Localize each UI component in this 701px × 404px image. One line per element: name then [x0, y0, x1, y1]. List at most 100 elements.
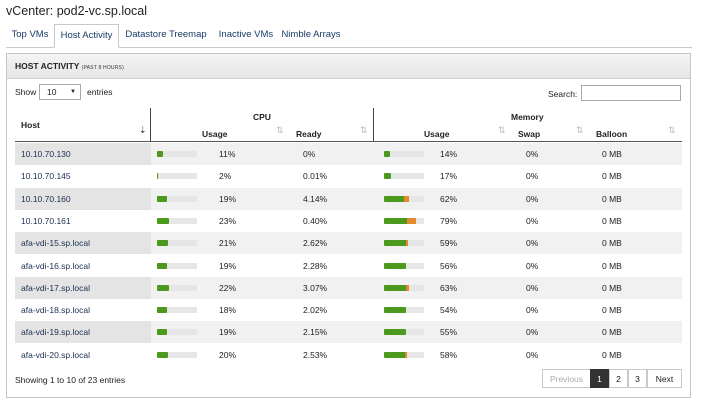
mem-usage-bar-fill — [384, 151, 390, 157]
balloon-column-header[interactable]: Balloon — [596, 129, 628, 139]
previous-page-button[interactable]: Previous — [542, 369, 591, 388]
mem-usage-value: 63% — [440, 282, 458, 293]
cpu-usage-bar — [157, 351, 197, 358]
swap-value: 0% — [526, 349, 539, 360]
panel-subtitle: (PAST 8 HOURS) — [81, 65, 124, 71]
cpu-usage-bar — [157, 240, 197, 247]
cpu-usage-value: 11% — [219, 149, 236, 159]
mem-usage-bar-fill — [384, 284, 410, 291]
search-input[interactable] — [581, 85, 681, 101]
host-name[interactable]: afa-vdi-17.sp.local — [15, 276, 151, 299]
cpu-usage-bar — [157, 307, 197, 314]
page-size-value: 10 — [47, 87, 57, 97]
cpu-ready-value: 0.40% — [303, 215, 328, 226]
tab-inactive-vms[interactable]: Inactive VMs — [218, 29, 274, 40]
balloon-value: 0 MB — [602, 193, 622, 204]
cpu-usage-bar-fill — [157, 307, 167, 314]
cpu-usage-value: 19% — [219, 327, 237, 338]
tab-datastore-treemap[interactable]: Datastore Treemap — [125, 29, 207, 40]
cpu-usage-bar-fill — [157, 351, 168, 358]
mem-usage-bar-highlight — [405, 240, 408, 247]
mem-usage-bar-fill — [384, 262, 407, 269]
host-name[interactable]: 10.10.70.130 — [15, 143, 151, 165]
balloon-value: 0 MB — [602, 149, 622, 159]
sort-arrows-icon[interactable]: ⇅ — [576, 125, 584, 135]
table-row[interactable]: 10.10.70.160 19% 4.14% 62% 0% 0 MB — [15, 187, 682, 210]
table-row[interactable]: 10.10.70.130 11% 0% 14% 0% 0 MB — [15, 143, 682, 165]
host-name[interactable]: afa-vdi-20.sp.local — [21, 349, 90, 360]
table-row[interactable]: afa-vdi-16.sp.local 19% 2.28% 56% 0% 0 MB — [15, 255, 682, 277]
page-3-button[interactable]: 3 — [628, 369, 647, 388]
page-2-button[interactable]: 2 — [609, 369, 628, 388]
mem-usage-bar — [384, 262, 424, 269]
host-name[interactable]: 10.10.70.145 — [21, 171, 71, 182]
mem-usage-bar-fill — [384, 217, 416, 224]
next-page-button[interactable]: Next — [647, 369, 682, 388]
balloon-value: 0 MB — [602, 327, 622, 338]
table-row[interactable]: 10.10.70.161 23% 0.40% 79% 0% 0 MB — [15, 210, 682, 232]
mem-usage-value: 55% — [440, 327, 458, 338]
host-name[interactable]: 10.10.70.161 — [21, 215, 71, 226]
tab-nimble-arrays[interactable]: Nimble Arrays — [281, 29, 341, 40]
cpu-usage-value: 22% — [219, 282, 237, 293]
column-divider — [373, 108, 374, 141]
cpu-ready-value: 2.15% — [303, 327, 328, 338]
cpu-usage-column-header[interactable]: Usage — [202, 129, 228, 139]
cpu-usage-bar-fill — [157, 217, 170, 224]
sort-arrows-icon[interactable]: ⇅ — [668, 125, 676, 135]
host-name[interactable]: afa-vdi-15.sp.local — [15, 232, 151, 255]
cpu-ready-value: 0.01% — [303, 171, 328, 182]
cpu-usage-value: 19% — [219, 260, 237, 271]
mem-usage-bar-highlight — [404, 195, 409, 202]
table-row[interactable]: afa-vdi-20.sp.local 20% 2.53% 58% 0% 0 MB — [15, 344, 682, 366]
cpu-ready-value: 0% — [303, 149, 316, 159]
cpu-usage-bar — [157, 173, 197, 180]
cpu-usage-bar-fill — [157, 240, 169, 247]
host-name[interactable]: afa-vdi-18.sp.local — [21, 305, 90, 316]
host-name[interactable]: afa-vdi-19.sp.local — [15, 321, 151, 344]
mem-usage-bar — [384, 173, 424, 180]
host-activity-panel: HOST ACTIVITY (PAST 8 HOURS) Show 10 ▼ e… — [6, 53, 691, 398]
mem-usage-column-header[interactable]: Usage — [424, 129, 450, 139]
table-row[interactable]: 10.10.70.145 2% 0.01% 17% 0% 0 MB — [15, 165, 682, 187]
cpu-ready-value: 2.02% — [303, 305, 328, 316]
sort-arrows-icon[interactable]: ⇅ — [360, 125, 368, 135]
mem-usage-value: 17% — [440, 171, 458, 182]
balloon-value: 0 MB — [602, 171, 622, 182]
sort-desc-icon[interactable]: ⇣ — [139, 125, 147, 135]
panel-header: HOST ACTIVITY (PAST 8 HOURS) — [7, 54, 690, 79]
cpu-ready-value: 2.62% — [303, 238, 328, 249]
tab-top-vms[interactable]: Top VMs — [11, 29, 49, 40]
table-row[interactable]: afa-vdi-15.sp.local 21% 2.62% 59% 0% 0 MB — [15, 232, 682, 255]
sort-arrows-icon[interactable]: ⇅ — [276, 125, 284, 135]
table-row[interactable]: afa-vdi-18.sp.local 18% 2.02% 54% 0% 0 MB — [15, 299, 682, 321]
mem-usage-bar-fill — [384, 307, 406, 314]
sort-arrows-icon[interactable]: ⇅ — [498, 125, 506, 135]
tab-host-activity[interactable]: Host Activity — [54, 24, 119, 48]
mem-usage-bar-highlight — [407, 217, 416, 224]
host-column-header[interactable]: Host — [21, 120, 40, 130]
mem-usage-value: 56% — [440, 260, 458, 271]
table-row[interactable]: afa-vdi-19.sp.local 19% 2.15% 55% 0% 0 MB — [15, 321, 682, 344]
window-title: vCenter: pod2-vc.sp.local — [6, 4, 148, 18]
cpu-usage-bar — [157, 217, 197, 224]
host-name[interactable]: afa-vdi-16.sp.local — [21, 260, 90, 271]
entries-label: entries — [87, 87, 113, 97]
page-size-select[interactable]: 10 ▼ — [39, 84, 81, 100]
page-1-button[interactable]: 1 — [590, 369, 609, 388]
mem-usage-bar — [384, 307, 424, 314]
swap-column-header[interactable]: Swap — [518, 129, 541, 139]
cpu-ready-column-header[interactable]: Ready — [296, 129, 322, 139]
cpu-usage-bar — [157, 262, 197, 269]
host-name[interactable]: 10.10.70.160 — [15, 187, 151, 210]
column-divider — [150, 108, 151, 141]
swap-value: 0% — [526, 215, 539, 226]
mem-usage-bar — [384, 217, 424, 224]
table-row[interactable]: afa-vdi-17.sp.local 22% 3.07% 63% 0% 0 MB — [15, 276, 682, 299]
header-divider — [15, 141, 682, 142]
swap-value: 0% — [526, 238, 539, 249]
mem-usage-bar — [384, 284, 424, 291]
mem-usage-bar-fill — [384, 351, 408, 358]
search-label: Search: — [548, 89, 578, 99]
mem-usage-bar-fill — [384, 195, 409, 202]
